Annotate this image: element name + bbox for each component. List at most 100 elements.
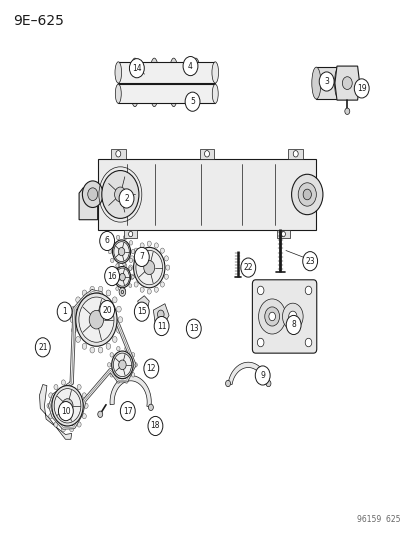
Circle shape xyxy=(354,79,368,98)
Ellipse shape xyxy=(154,243,158,248)
Circle shape xyxy=(255,366,269,385)
Circle shape xyxy=(57,302,72,321)
Ellipse shape xyxy=(108,249,112,254)
Polygon shape xyxy=(276,230,289,238)
Ellipse shape xyxy=(111,280,114,284)
Circle shape xyxy=(185,92,199,111)
FancyBboxPatch shape xyxy=(252,280,316,353)
Circle shape xyxy=(104,266,119,286)
Circle shape xyxy=(129,59,144,78)
Ellipse shape xyxy=(128,265,133,270)
Circle shape xyxy=(114,241,129,262)
Circle shape xyxy=(35,338,50,357)
Ellipse shape xyxy=(98,286,103,292)
Circle shape xyxy=(134,302,149,321)
Ellipse shape xyxy=(147,289,151,294)
Ellipse shape xyxy=(116,287,119,290)
Polygon shape xyxy=(228,362,268,384)
Circle shape xyxy=(318,72,333,91)
Circle shape xyxy=(97,411,102,417)
Text: 18: 18 xyxy=(150,422,160,431)
Text: 9E–625: 9E–625 xyxy=(13,14,64,28)
Ellipse shape xyxy=(77,422,81,427)
Polygon shape xyxy=(111,149,126,159)
Circle shape xyxy=(54,389,81,423)
Circle shape xyxy=(288,311,296,322)
Ellipse shape xyxy=(112,336,117,343)
Text: 16: 16 xyxy=(107,272,116,280)
Ellipse shape xyxy=(123,288,126,292)
Ellipse shape xyxy=(110,240,114,245)
Ellipse shape xyxy=(334,67,343,99)
Ellipse shape xyxy=(49,393,53,398)
Circle shape xyxy=(135,251,162,285)
Ellipse shape xyxy=(115,62,121,83)
Circle shape xyxy=(147,416,162,435)
Ellipse shape xyxy=(61,380,65,385)
Circle shape xyxy=(280,231,285,237)
Text: 22: 22 xyxy=(243,263,252,272)
Circle shape xyxy=(119,273,125,281)
Circle shape xyxy=(100,231,114,251)
Ellipse shape xyxy=(116,263,119,268)
Circle shape xyxy=(113,353,131,377)
Circle shape xyxy=(302,252,317,271)
Ellipse shape xyxy=(129,240,132,245)
Ellipse shape xyxy=(110,258,114,263)
Text: 6: 6 xyxy=(104,237,109,246)
Text: 9: 9 xyxy=(260,371,264,380)
Circle shape xyxy=(157,310,164,319)
Ellipse shape xyxy=(131,81,138,107)
Ellipse shape xyxy=(124,379,128,383)
Circle shape xyxy=(148,404,153,410)
Circle shape xyxy=(52,385,83,426)
Circle shape xyxy=(282,303,302,330)
Circle shape xyxy=(100,301,114,320)
Polygon shape xyxy=(287,149,302,159)
Circle shape xyxy=(302,189,311,200)
Text: 17: 17 xyxy=(123,407,132,416)
Ellipse shape xyxy=(131,373,135,377)
Ellipse shape xyxy=(164,256,168,261)
Ellipse shape xyxy=(116,327,121,333)
Text: 15: 15 xyxy=(137,307,146,316)
Circle shape xyxy=(304,338,311,347)
Circle shape xyxy=(120,401,135,421)
Ellipse shape xyxy=(82,343,87,349)
Ellipse shape xyxy=(169,58,178,87)
Ellipse shape xyxy=(150,81,158,107)
Ellipse shape xyxy=(116,346,120,351)
Ellipse shape xyxy=(131,249,135,254)
Ellipse shape xyxy=(110,373,113,377)
Circle shape xyxy=(118,247,124,256)
Text: 8: 8 xyxy=(291,320,295,329)
Text: 3: 3 xyxy=(323,77,328,86)
Circle shape xyxy=(186,319,201,338)
Text: 13: 13 xyxy=(188,324,198,333)
Ellipse shape xyxy=(82,414,86,419)
Circle shape xyxy=(183,56,197,76)
Circle shape xyxy=(119,189,134,208)
Ellipse shape xyxy=(311,67,320,99)
Circle shape xyxy=(192,332,197,338)
Ellipse shape xyxy=(106,343,110,349)
Polygon shape xyxy=(153,304,169,325)
Circle shape xyxy=(58,401,73,421)
Circle shape xyxy=(258,299,285,334)
Polygon shape xyxy=(316,67,338,99)
Ellipse shape xyxy=(134,248,138,253)
Ellipse shape xyxy=(124,346,128,351)
Ellipse shape xyxy=(110,353,113,357)
Text: 10: 10 xyxy=(61,407,71,416)
Polygon shape xyxy=(39,384,71,439)
Ellipse shape xyxy=(130,256,134,261)
Circle shape xyxy=(257,286,263,295)
Circle shape xyxy=(119,360,126,370)
Ellipse shape xyxy=(131,353,135,357)
Ellipse shape xyxy=(192,81,199,107)
Ellipse shape xyxy=(115,84,121,103)
Ellipse shape xyxy=(112,297,117,303)
Ellipse shape xyxy=(106,290,110,296)
Circle shape xyxy=(143,261,154,274)
Ellipse shape xyxy=(71,306,76,312)
